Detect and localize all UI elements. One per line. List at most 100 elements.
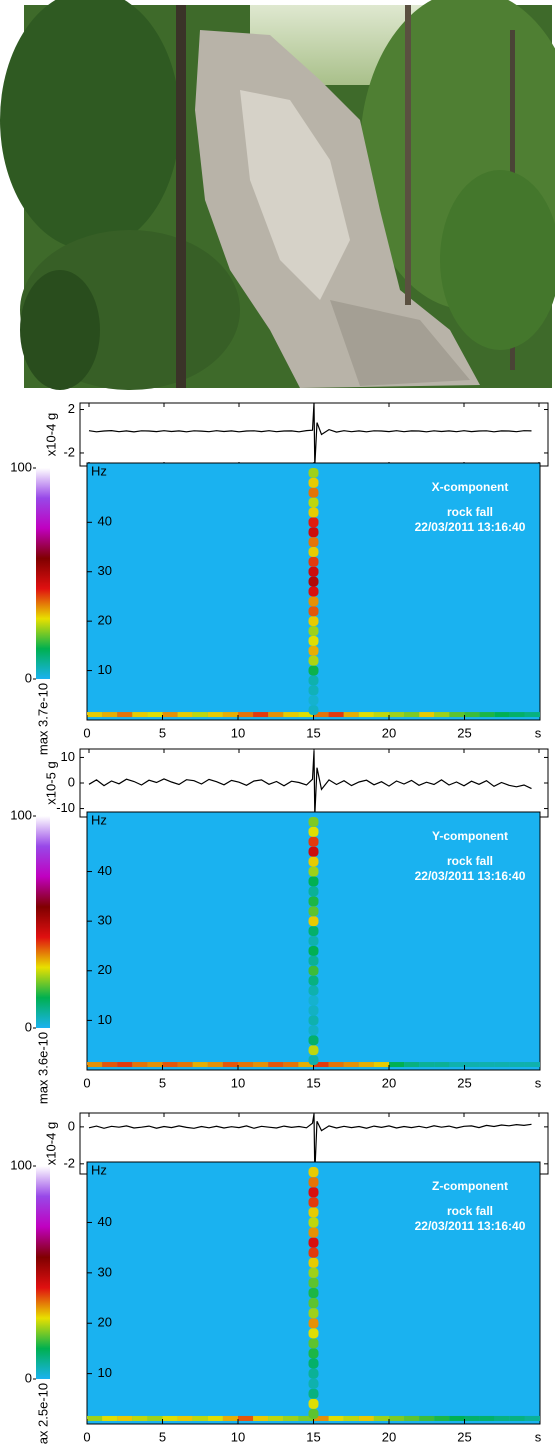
floor-cell — [524, 1415, 540, 1421]
column-cell — [308, 1177, 319, 1188]
floor-cell — [268, 1415, 284, 1421]
floor-cell — [328, 1062, 344, 1068]
y-tick-label: -2 — [63, 444, 75, 459]
column-cell — [308, 936, 319, 946]
y-tick-label: 10 — [98, 1365, 112, 1380]
floor-cell — [222, 712, 238, 718]
x-unit: s — [535, 725, 542, 740]
floor-cell — [283, 712, 299, 718]
column-cell — [308, 1045, 319, 1056]
x-tick-label: 0 — [83, 1075, 90, 1090]
y-axis-label: x10-4 g — [43, 1122, 58, 1165]
floor-cell — [373, 712, 389, 718]
annotation: rock fall — [447, 854, 493, 868]
column-cell — [308, 1237, 319, 1248]
floor-cell — [494, 1062, 510, 1068]
annotation: 22/03/2011 13:16:40 — [415, 520, 526, 534]
column-cell — [308, 576, 319, 587]
floor-cell — [207, 1415, 223, 1421]
column-cell — [308, 876, 319, 887]
floor-cell — [449, 712, 465, 718]
floor-cell — [117, 1415, 133, 1421]
x-tick-label: 10 — [231, 725, 245, 740]
column-cell — [308, 665, 319, 676]
floor-cell — [434, 1062, 450, 1068]
floor-cell — [283, 1062, 299, 1068]
column-cell — [308, 547, 319, 557]
column-cell — [308, 975, 319, 986]
column-cell — [308, 1167, 319, 1178]
photo — [0, 0, 555, 390]
x-tick-label: 25 — [457, 1075, 471, 1090]
floor-cell — [494, 712, 510, 718]
floor-cell — [238, 1062, 254, 1068]
floor-cell — [328, 1415, 344, 1421]
colorbar-tick-label: 0 — [25, 1370, 32, 1385]
floor-cell — [404, 712, 420, 718]
column-cell — [308, 1408, 319, 1419]
column-cell — [308, 856, 319, 867]
floor-cell — [434, 712, 450, 718]
column-cell — [308, 517, 319, 528]
floor-cell — [434, 1415, 450, 1421]
floor-cell — [404, 1062, 420, 1068]
floor-cell — [177, 712, 193, 718]
colorbar-tick-label: 100 — [10, 807, 32, 822]
column-cell — [308, 1267, 319, 1278]
column-cell — [308, 1005, 319, 1016]
column-cell — [308, 655, 319, 666]
column-cell — [308, 537, 319, 548]
floor-cell — [268, 712, 284, 718]
column-cell — [308, 1298, 319, 1309]
column-cell — [308, 635, 319, 646]
column-cell — [308, 487, 319, 498]
annotation: rock fall — [447, 1204, 493, 1218]
column-cell — [308, 596, 319, 607]
floor-cell — [238, 712, 254, 718]
y-tick-label: 30 — [98, 913, 112, 928]
trace — [88, 402, 532, 467]
colorbar-tick-label: 100 — [10, 459, 32, 474]
column-cell — [308, 985, 319, 996]
column-cell — [308, 497, 319, 508]
floor-cell — [238, 1415, 254, 1421]
floor-cell — [464, 712, 480, 718]
floor-cell — [404, 1415, 420, 1421]
column-cell — [308, 886, 319, 897]
column-cell — [308, 945, 319, 956]
floor-cell — [177, 1415, 193, 1421]
floor-cell — [479, 1415, 495, 1421]
column-cell — [308, 896, 319, 907]
y-tick-label: 10 — [61, 749, 75, 764]
floor-cell — [524, 1062, 540, 1068]
column-cell — [308, 645, 319, 656]
floor-cell — [343, 1062, 359, 1068]
floor-cell — [102, 712, 118, 718]
floor-cell — [132, 1415, 148, 1421]
floor-cell — [419, 1415, 435, 1421]
column-cell — [308, 1055, 319, 1066]
floor-cell — [509, 1062, 525, 1068]
column-cell — [308, 916, 319, 927]
floor-cell — [464, 1415, 480, 1421]
floor-cell — [147, 1062, 163, 1068]
annotation: X-component — [432, 480, 509, 494]
floor-cell — [253, 1062, 269, 1068]
colorbar-tick-label: 0 — [25, 1019, 32, 1034]
y-tick-label: 20 — [98, 1315, 112, 1330]
column-cell — [308, 1398, 319, 1409]
colorbar-label: max 2.5e-10 — [35, 1383, 50, 1444]
annotation: 22/03/2011 13:16:40 — [415, 869, 526, 883]
x-unit: s — [535, 1429, 542, 1444]
floor-cell — [343, 712, 359, 718]
floor-cell — [177, 1062, 193, 1068]
x-tick-label: 20 — [382, 1075, 396, 1090]
annotation: Y-component — [432, 829, 508, 843]
column-cell — [308, 1308, 319, 1319]
floor-cell — [222, 1062, 238, 1068]
x-tick-label: 10 — [231, 1429, 245, 1444]
column-cell — [308, 1328, 319, 1339]
floor-cell — [313, 1062, 329, 1068]
column-cell — [308, 1025, 319, 1036]
